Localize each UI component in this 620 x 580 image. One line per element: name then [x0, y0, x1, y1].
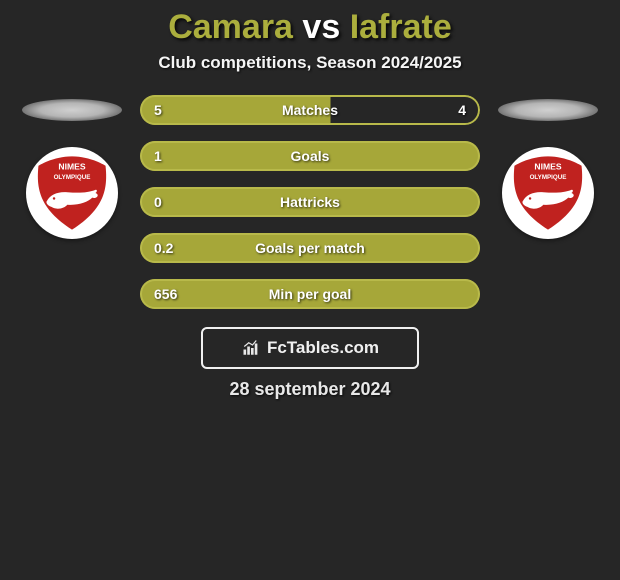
- player-left-name: Camara: [168, 8, 293, 46]
- right-column: NIMES OLYMPIQUE: [498, 95, 598, 239]
- club-badge-left: NIMES OLYMPIQUE: [26, 147, 118, 239]
- stat-label: Goals per match: [255, 240, 365, 256]
- stat-bar: 656 Min per goal: [140, 279, 480, 309]
- stat-left-value: 0: [154, 194, 162, 210]
- stat-bar: 1 Goals: [140, 141, 480, 171]
- stat-left-value: 1: [154, 148, 162, 164]
- svg-text:NIMES: NIMES: [58, 162, 85, 172]
- stat-left-value: 656: [154, 286, 177, 302]
- stat-label: Hattricks: [280, 194, 340, 210]
- player-right-name: Iafrate: [350, 8, 452, 46]
- player-right-shadow: [498, 99, 598, 121]
- stat-bar: 5 Matches 4: [140, 95, 480, 125]
- subtitle: Club competitions, Season 2024/2025: [0, 53, 620, 73]
- stat-label: Matches: [282, 102, 338, 118]
- svg-text:NIMES: NIMES: [534, 162, 561, 172]
- watermark-box[interactable]: FcTables.com: [201, 327, 419, 369]
- stats-column: 5 Matches 4 1 Goals 0 Hattricks 0.2 Goals per ma…: [140, 95, 480, 309]
- comparison-card: Camara vs Iafrate Club competitions, Sea…: [0, 0, 620, 400]
- club-badge-right: NIMES OLYMPIQUE: [502, 147, 594, 239]
- chart-icon: [241, 339, 261, 357]
- stat-label: Min per goal: [269, 286, 351, 302]
- page-title: Camara vs Iafrate: [0, 8, 620, 47]
- stat-right-value: 4: [458, 102, 466, 118]
- left-column: NIMES OLYMPIQUE: [22, 95, 122, 239]
- stat-bar: 0 Hattricks: [140, 187, 480, 217]
- stat-left-value: 5: [154, 102, 162, 118]
- watermark-text: FcTables.com: [267, 338, 379, 358]
- svg-text:OLYMPIQUE: OLYMPIQUE: [54, 174, 91, 181]
- stat-label: Goals: [291, 148, 330, 164]
- nimes-logo-icon: NIMES OLYMPIQUE: [33, 154, 111, 232]
- title-vs: vs: [302, 8, 340, 46]
- main-row: NIMES OLYMPIQUE 5 Matches 4 1 Goals 0 Hattrick…: [0, 95, 620, 309]
- stat-left-value: 0.2: [154, 240, 173, 256]
- date: 28 september 2024: [0, 379, 620, 400]
- nimes-logo-icon: NIMES OLYMPIQUE: [509, 154, 587, 232]
- player-left-shadow: [22, 99, 122, 121]
- stat-bar: 0.2 Goals per match: [140, 233, 480, 263]
- svg-text:OLYMPIQUE: OLYMPIQUE: [530, 174, 567, 181]
